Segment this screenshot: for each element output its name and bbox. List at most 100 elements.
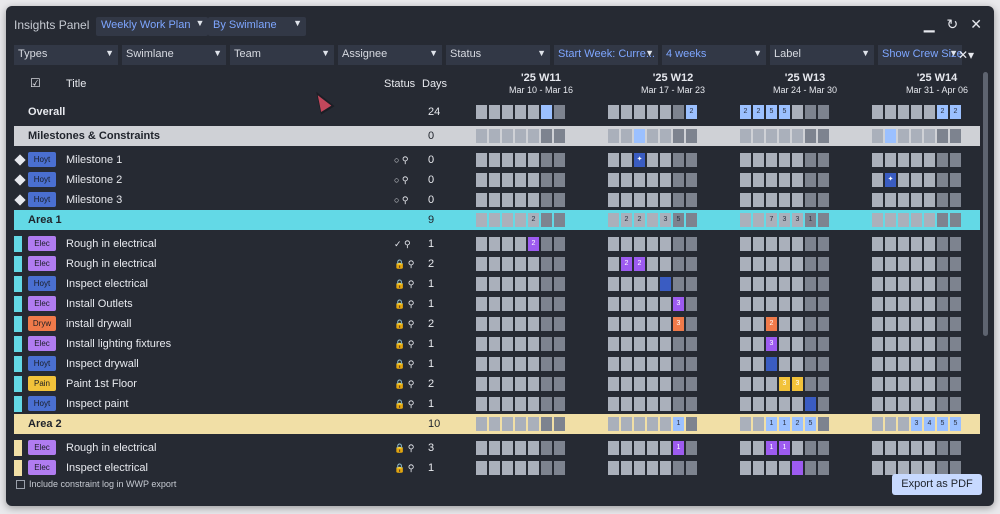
day-cell[interactable] (660, 173, 671, 187)
day-cell[interactable] (872, 357, 883, 371)
day-cell[interactable]: 5 (950, 417, 961, 431)
day-cell[interactable] (647, 357, 658, 371)
day-cell[interactable] (740, 317, 751, 331)
day-cell[interactable]: 2 (621, 257, 632, 271)
task-row[interactable]: Elec Inspect electrical 🔒 ⚲ 1 (14, 458, 980, 476)
day-cell[interactable] (753, 213, 764, 227)
day-cell[interactable] (476, 237, 487, 251)
day-cell[interactable] (898, 173, 909, 187)
day-cell[interactable] (634, 357, 645, 371)
day-cell[interactable]: 3 (673, 317, 684, 331)
day-cell[interactable] (911, 337, 922, 351)
day-cell[interactable] (554, 153, 565, 167)
day-cell[interactable] (792, 129, 803, 143)
day-cell[interactable] (673, 397, 684, 411)
day-cell[interactable] (872, 153, 883, 167)
day-cell[interactable] (924, 129, 935, 143)
status-column-header[interactable]: Status (384, 78, 416, 90)
day-cell[interactable] (792, 397, 803, 411)
day-cell[interactable] (950, 213, 961, 227)
day-cell[interactable] (805, 317, 816, 331)
day-cell[interactable] (818, 153, 829, 167)
day-cell[interactable] (950, 277, 961, 291)
day-cell[interactable] (528, 417, 539, 431)
filter-dropdown-2[interactable]: Team ▼ (230, 45, 334, 65)
day-cell[interactable] (686, 337, 697, 351)
day-cell[interactable] (660, 317, 671, 331)
day-cell[interactable] (673, 257, 684, 271)
day-cell[interactable] (779, 297, 790, 311)
day-cell[interactable] (634, 377, 645, 391)
day-cell[interactable] (805, 277, 816, 291)
day-cell[interactable] (515, 441, 526, 455)
day-cell[interactable] (647, 397, 658, 411)
day-cell[interactable] (502, 105, 513, 119)
day-cell[interactable] (660, 153, 671, 167)
day-cell[interactable] (805, 129, 816, 143)
day-cell[interactable] (673, 105, 684, 119)
day-cell[interactable] (818, 257, 829, 271)
day-cell[interactable] (937, 337, 948, 351)
day-cell[interactable] (885, 357, 896, 371)
day-cell[interactable] (502, 337, 513, 351)
day-cell[interactable] (686, 377, 697, 391)
day-cell[interactable] (740, 153, 751, 167)
day-cell[interactable] (805, 105, 816, 119)
day-cell[interactable] (541, 277, 552, 291)
day-cell[interactable] (554, 317, 565, 331)
filter-dropdown-3[interactable]: Assignee ▼ (338, 45, 442, 65)
day-cell[interactable] (489, 337, 500, 351)
day-cell[interactable] (621, 337, 632, 351)
day-cell[interactable] (660, 417, 671, 431)
day-cell[interactable] (805, 193, 816, 207)
day-cell[interactable] (818, 193, 829, 207)
day-cell[interactable] (937, 129, 948, 143)
day-cell[interactable] (937, 153, 948, 167)
day-cell[interactable] (621, 297, 632, 311)
day-cell[interactable] (911, 153, 922, 167)
day-cell[interactable] (686, 417, 697, 431)
day-cell[interactable] (872, 461, 883, 475)
day-cell[interactable]: 5 (766, 105, 777, 119)
day-cell[interactable] (621, 357, 632, 371)
day-cell[interactable] (515, 193, 526, 207)
day-cell[interactable] (634, 105, 645, 119)
day-cell[interactable] (805, 297, 816, 311)
day-cell[interactable] (792, 237, 803, 251)
day-cell[interactable] (608, 461, 619, 475)
day-cell[interactable] (634, 297, 645, 311)
day-cell[interactable] (740, 377, 751, 391)
day-cell[interactable]: 5 (779, 105, 790, 119)
day-cell[interactable] (502, 173, 513, 187)
day-cell[interactable] (660, 377, 671, 391)
day-cell[interactable] (647, 461, 658, 475)
day-cell[interactable] (608, 173, 619, 187)
day-cell[interactable] (885, 297, 896, 311)
day-cell[interactable] (805, 337, 816, 351)
day-cell[interactable] (872, 193, 883, 207)
day-cell[interactable] (554, 297, 565, 311)
day-cell[interactable] (515, 213, 526, 227)
day-cell[interactable] (647, 153, 658, 167)
day-cell[interactable] (621, 129, 632, 143)
day-cell[interactable] (554, 461, 565, 475)
day-cell[interactable] (476, 297, 487, 311)
day-cell[interactable] (872, 173, 883, 187)
day-cell[interactable] (872, 237, 883, 251)
day-cell[interactable] (766, 297, 777, 311)
day-cell[interactable] (647, 337, 658, 351)
task-row[interactable]: Hoyt Inspect drywall 🔒 ⚲ 1 (14, 354, 980, 374)
day-cell[interactable] (911, 377, 922, 391)
day-cell[interactable] (541, 105, 552, 119)
day-cell[interactable] (740, 129, 751, 143)
day-cell[interactable] (647, 297, 658, 311)
day-cell[interactable] (660, 193, 671, 207)
day-cell[interactable] (924, 193, 935, 207)
day-cell[interactable] (554, 337, 565, 351)
day-cell[interactable] (660, 337, 671, 351)
day-cell[interactable] (766, 129, 777, 143)
day-cell[interactable] (779, 317, 790, 331)
plan-dropdown[interactable]: Weekly Work Plan ▼ (96, 17, 209, 36)
day-cell[interactable] (818, 317, 829, 331)
export-pdf-button[interactable]: Export as PDF (892, 474, 982, 495)
